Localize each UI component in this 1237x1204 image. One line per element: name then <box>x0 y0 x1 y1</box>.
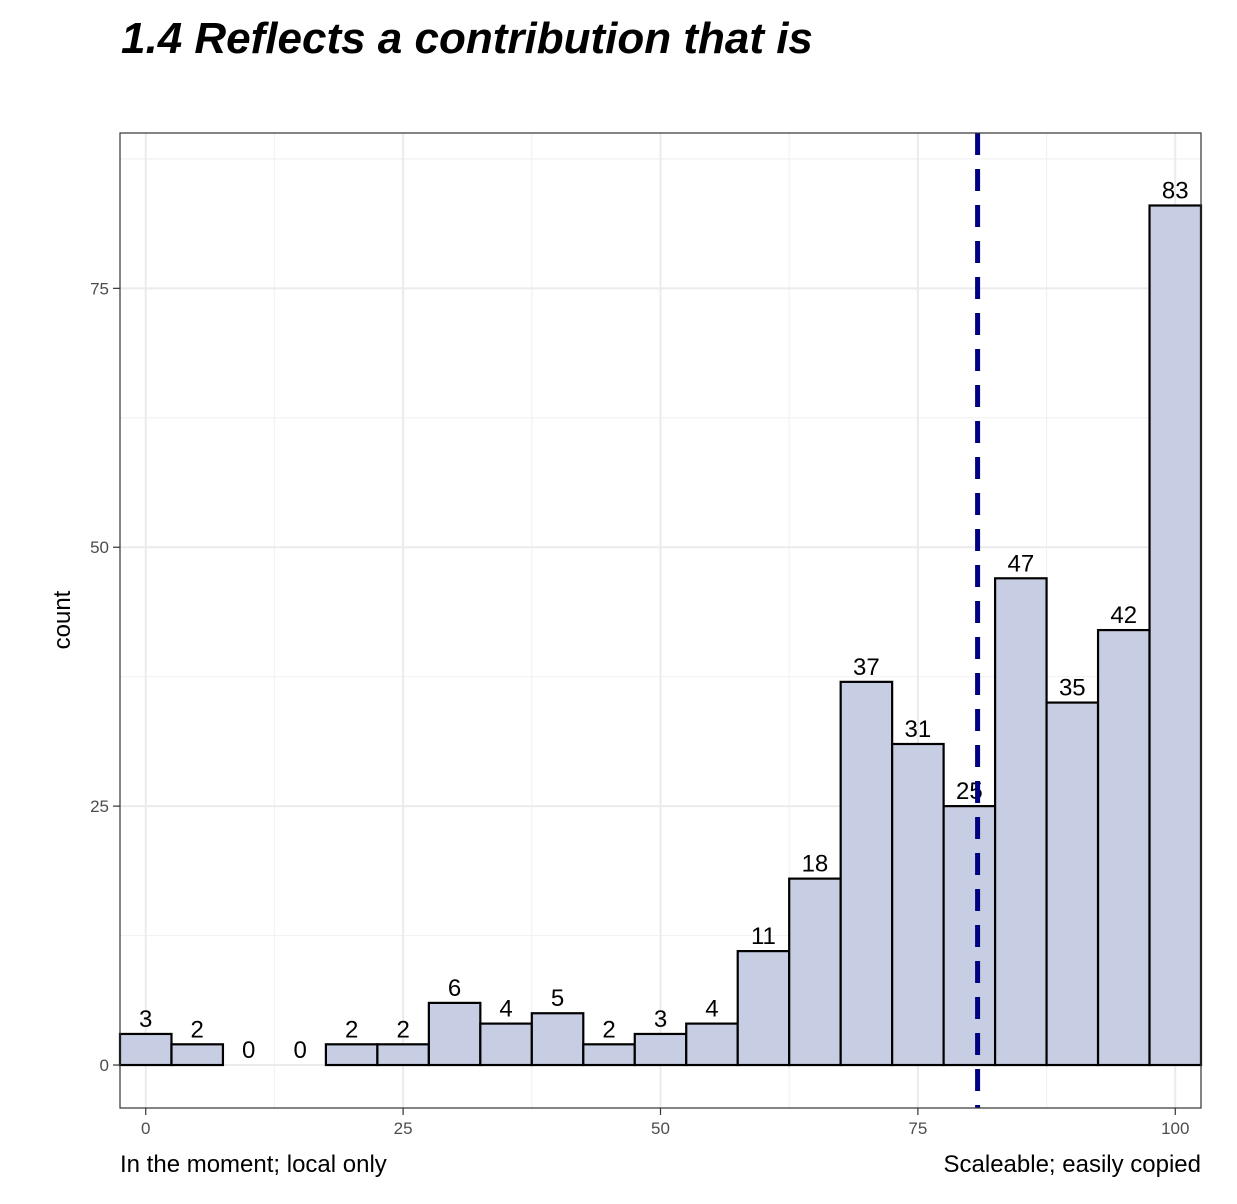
bar-70 <box>839 680 894 1067</box>
bar-label-30: 6 <box>448 975 461 1002</box>
bar-55 <box>685 1022 739 1067</box>
bar-label-60: 11 <box>751 923 776 950</box>
bar-label-15: 0 <box>293 1037 306 1064</box>
bar-label-20: 2 <box>345 1016 358 1043</box>
bar-label-55: 4 <box>705 996 718 1023</box>
bar-label-40: 5 <box>551 985 564 1012</box>
chart-title: 1.4 Reflects a contribution that is <box>121 14 813 63</box>
x-axis-right-label: Scaleable; easily copied <box>944 1151 1202 1178</box>
bar-5 <box>170 1043 225 1067</box>
y-tick-label-0: 0 <box>100 1056 109 1075</box>
bar-100 <box>1148 204 1203 1067</box>
y-tick-label-50: 50 <box>90 538 109 557</box>
bar-label-95: 42 <box>1110 602 1137 629</box>
bar-85 <box>993 577 1048 1067</box>
bar-0 <box>118 1032 173 1067</box>
bar-label-65: 18 <box>802 851 829 878</box>
bar-40 <box>530 1012 585 1067</box>
y-tick-label-25: 25 <box>90 797 109 816</box>
x-tick-label-100: 100 <box>1161 1119 1189 1138</box>
bar-30 <box>427 1001 482 1067</box>
bar-25 <box>376 1043 430 1067</box>
y-tick-label-75: 75 <box>90 279 109 298</box>
bar-label-50: 3 <box>654 1006 667 1033</box>
bar-80 <box>942 805 997 1067</box>
bar-45 <box>582 1043 636 1067</box>
bar-label-90: 35 <box>1059 675 1086 702</box>
bar-35 <box>479 1022 533 1067</box>
bar-60 <box>736 950 791 1067</box>
bar-label-25: 2 <box>396 1016 409 1043</box>
bar-95 <box>1096 628 1151 1067</box>
x-axis-left-label: In the moment; local only <box>120 1151 387 1178</box>
x-tick-label-0: 0 <box>141 1119 150 1138</box>
x-tick-label-50: 50 <box>651 1119 670 1138</box>
bar-50 <box>633 1032 688 1067</box>
bar-label-5: 2 <box>191 1016 204 1043</box>
x-tick-label-75: 75 <box>908 1119 927 1138</box>
bar-65 <box>788 877 842 1067</box>
bar-20 <box>324 1043 379 1067</box>
bar-label-100: 83 <box>1162 177 1189 204</box>
bar-90 <box>1045 701 1100 1067</box>
bar-label-0: 3 <box>139 1006 152 1033</box>
y-axis-title: count <box>49 590 76 649</box>
bar-label-35: 4 <box>499 996 512 1023</box>
bar-label-10: 0 <box>242 1037 255 1064</box>
x-tick-label-25: 25 <box>394 1119 413 1138</box>
bar-label-45: 2 <box>602 1016 615 1043</box>
bar-label-75: 31 <box>905 716 932 743</box>
y-axis: 0 25 50 75 <box>90 279 120 1075</box>
bar-75 <box>891 742 945 1067</box>
bar-label-85: 47 <box>1007 550 1034 577</box>
x-axis: 0 25 50 75 100 <box>141 1108 1189 1138</box>
bar-label-70: 37 <box>853 654 880 681</box>
bars <box>118 204 1203 1067</box>
